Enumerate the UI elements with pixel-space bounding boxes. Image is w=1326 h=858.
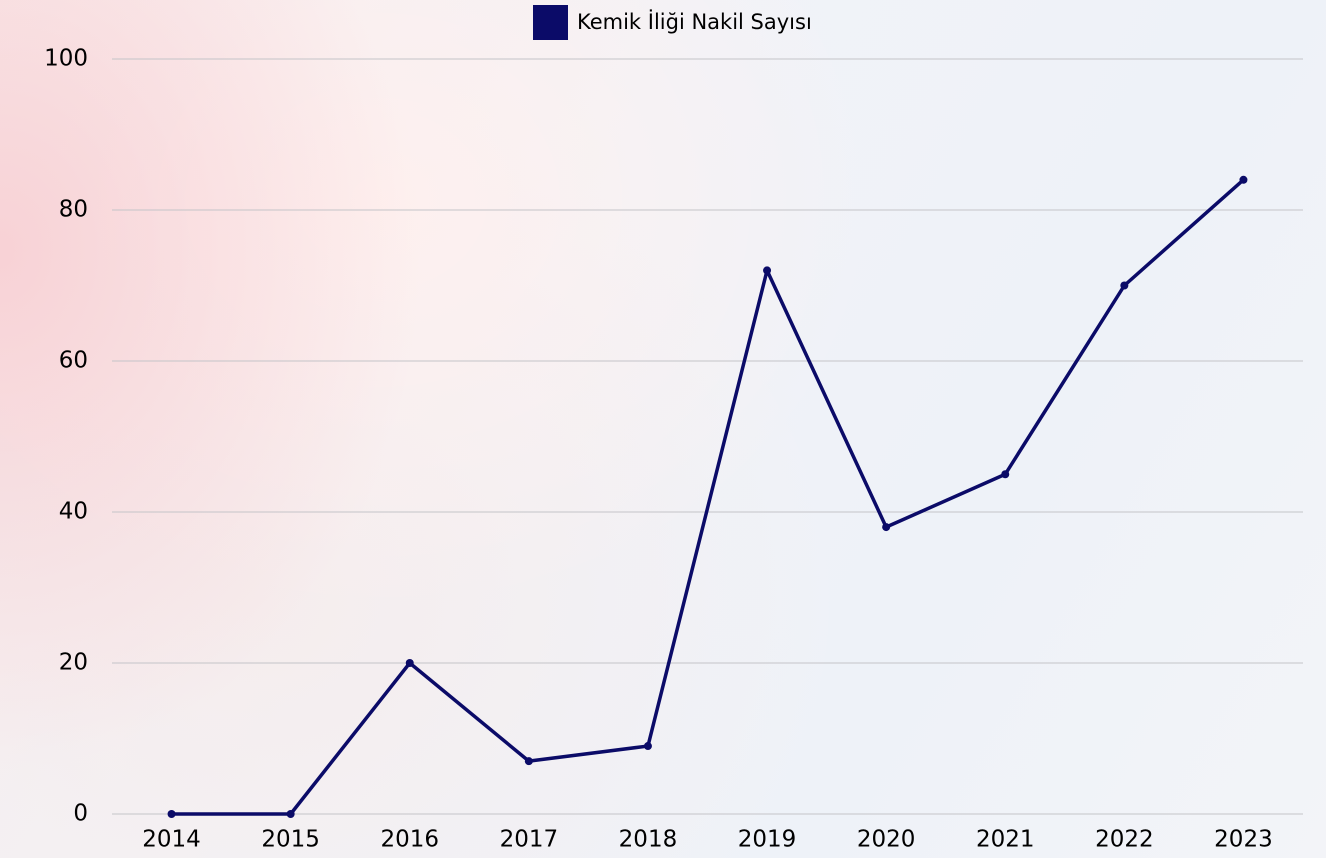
x-tick-label: 2023 xyxy=(1214,827,1273,853)
legend-label: Kemik İliği Nakil Sayısı xyxy=(577,9,812,34)
point xyxy=(1120,281,1129,290)
x-tick-label: 2018 xyxy=(619,827,678,853)
y-tick-label: 40 xyxy=(59,499,88,525)
y-tick-label: 60 xyxy=(59,348,88,374)
y-tick-label: 0 xyxy=(73,801,88,827)
point xyxy=(1001,470,1010,479)
point xyxy=(643,742,652,751)
x-tick-label: 2019 xyxy=(738,827,797,853)
point xyxy=(763,266,772,275)
point xyxy=(405,659,414,667)
y-tick-label: 100 xyxy=(44,46,88,72)
point xyxy=(524,757,533,766)
point xyxy=(286,810,295,818)
x-tick-label: 2015 xyxy=(261,827,320,853)
legend-swatch xyxy=(533,5,568,40)
y-tick-label: 80 xyxy=(59,197,88,223)
point xyxy=(167,810,176,818)
point xyxy=(1239,175,1248,184)
x-tick-label: 2020 xyxy=(857,827,916,853)
x-tick-label: 2022 xyxy=(1095,827,1154,853)
y-tick-label: 20 xyxy=(59,650,88,676)
x-tick-label: 2017 xyxy=(500,827,559,853)
x-tick-label: 2016 xyxy=(380,827,439,853)
x-tick-label: 2021 xyxy=(976,827,1035,853)
line xyxy=(171,178,1245,816)
x-tick-label: 2014 xyxy=(142,827,201,853)
point xyxy=(882,523,891,532)
